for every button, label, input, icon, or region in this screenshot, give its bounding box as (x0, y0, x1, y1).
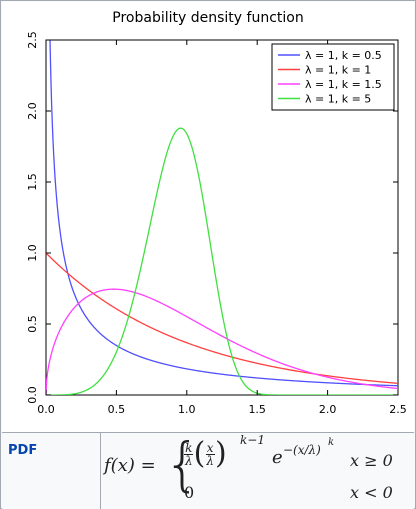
series-line-4 (46, 127, 398, 395)
legend-label: λ = 1, k = 1 (305, 64, 371, 77)
axis-layer: 0.0 0.5 1.0 1.5 2.0 2.5 0.0 0.5 1.0 1.5 2.0 2.5 (26, 31, 407, 416)
left-brace: { (164, 430, 201, 498)
pdf-label[interactable]: PDF (8, 443, 38, 458)
legend: λ = 1, k = 0.5 λ = 1, k = 1λ = 1, k = 1.5… (271, 43, 395, 111)
case1-expression: k λ ( x λ ) (184, 439, 227, 469)
exp-exponent: −(x/λ) (283, 443, 321, 457)
x-tick-label: 1.5 (248, 403, 266, 416)
x-tick-label: 0.5 (108, 403, 126, 416)
pdf-row: PDF f(x) = { k λ ( x λ ) k−1 e −(x/λ) k … (2, 432, 414, 509)
series-line-3 (46, 288, 398, 395)
legend-label: λ = 1, k = 1.5 (305, 78, 382, 91)
pdf-formula: f(x) = { k λ ( x λ ) k−1 e −(x/λ) k x ≥ … (102, 433, 414, 509)
series-line-1 (49, 40, 398, 387)
plot-area (45, 39, 399, 396)
exp-exponent-k: k (328, 437, 335, 448)
close-paren: ) (214, 436, 227, 471)
y-tick-label: 2.0 (26, 102, 39, 120)
x-tick-label: 2.5 (389, 403, 407, 416)
pdf-chart: Probability density function 0.0 0.5 1.0 1.… (2, 2, 414, 432)
condition-1: x ≥ 0 (350, 451, 393, 470)
x-tick-label: 2.0 (319, 403, 337, 416)
y-tick-label: 2.5 (26, 31, 39, 49)
exp-base: e (272, 447, 283, 468)
y-tick-label: 0.0 (26, 386, 39, 404)
x-tick-label: 1.0 (178, 403, 196, 416)
row-divider (100, 433, 101, 509)
condition-2: x < 0 (350, 483, 393, 502)
series-layer (46, 40, 398, 395)
y-tick-label: 1.0 (26, 244, 39, 262)
legend-label: λ = 1, k = 5 (305, 93, 371, 106)
open-paren: ( (193, 436, 206, 471)
x-tick-label: 0.0 (37, 403, 55, 416)
case-2-value: 0 (184, 483, 195, 502)
y-tick-label: 1.5 (26, 173, 39, 191)
chart-title: Probability density function (112, 10, 303, 26)
power-exponent: k−1 (240, 433, 265, 447)
base-fraction: x λ (205, 440, 215, 468)
y-tick-label: 0.5 (26, 315, 39, 333)
series-line-2 (46, 252, 398, 384)
formula-lhs: f(x) = (104, 455, 156, 476)
legend-label: λ = 1, k = 0.5 (305, 49, 382, 62)
chart-svg: Probability density function 0.0 0.5 1.0 1.… (26, 10, 407, 416)
coefficient-fraction: k λ (184, 440, 194, 468)
